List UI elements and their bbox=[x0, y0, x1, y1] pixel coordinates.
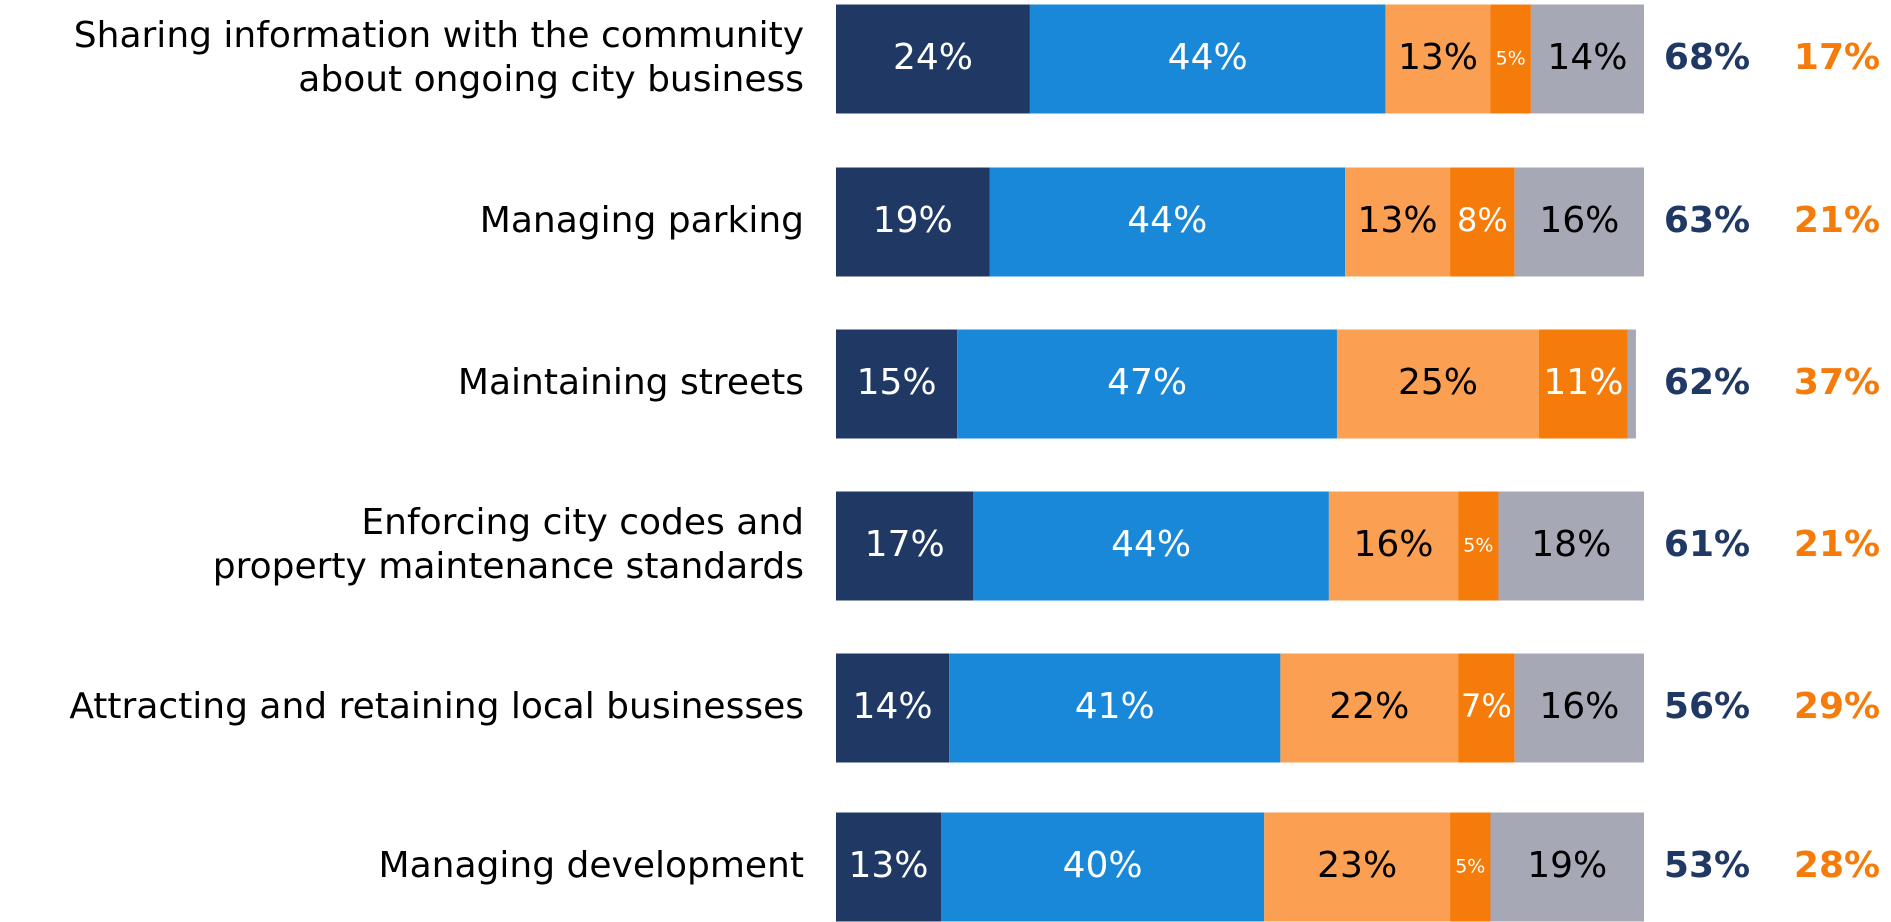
category-label: property maintenance standards bbox=[213, 546, 804, 587]
data-label: 25% bbox=[1398, 362, 1478, 403]
bar-segment bbox=[1458, 491, 1499, 601]
bar-segment bbox=[1385, 4, 1491, 114]
bar-segment bbox=[836, 167, 990, 277]
bar-segment bbox=[836, 329, 958, 439]
data-label: 23% bbox=[1317, 845, 1397, 886]
bar-segment bbox=[973, 491, 1329, 601]
data-label: 13% bbox=[1398, 37, 1478, 78]
bar-segment bbox=[1458, 653, 1515, 763]
data-label: 44% bbox=[1127, 200, 1207, 241]
bar-segment bbox=[1345, 167, 1451, 277]
category-label: about ongoing city business bbox=[298, 59, 804, 100]
bar-segment bbox=[1450, 167, 1515, 277]
total-label: 56% bbox=[1664, 686, 1750, 727]
category-label: Sharing information with the community bbox=[74, 15, 804, 56]
bar-segment bbox=[1538, 329, 1628, 439]
bar-segment bbox=[941, 812, 1265, 922]
total-label: 37% bbox=[1794, 362, 1880, 403]
data-label: 47% bbox=[1107, 362, 1187, 403]
bar-segment bbox=[1490, 812, 1644, 922]
category-label: Maintaining streets bbox=[458, 362, 804, 403]
total-label: 28% bbox=[1794, 845, 1880, 886]
bar-segment bbox=[1029, 4, 1386, 114]
bar-segment bbox=[989, 167, 1346, 277]
bar-segment bbox=[836, 491, 974, 601]
data-label: 19% bbox=[873, 200, 953, 241]
category-label: Managing parking bbox=[480, 200, 804, 241]
data-label: 16% bbox=[1539, 200, 1619, 241]
total-label: 53% bbox=[1664, 845, 1750, 886]
total-label: 21% bbox=[1794, 200, 1880, 241]
bar-segment bbox=[957, 329, 1337, 439]
category-label: Enforcing city codes and bbox=[361, 502, 804, 543]
bar-segment bbox=[1264, 812, 1451, 922]
bar-segment bbox=[836, 4, 1030, 114]
bar-segment bbox=[836, 653, 950, 763]
data-label: 15% bbox=[857, 362, 937, 403]
data-label: 19% bbox=[1527, 845, 1607, 886]
total-label: 61% bbox=[1664, 524, 1750, 565]
bar-segment bbox=[1514, 167, 1644, 277]
data-label: 16% bbox=[1354, 524, 1434, 565]
category-label: Attracting and retaining local businesse… bbox=[69, 686, 804, 727]
data-label: 5% bbox=[1496, 48, 1526, 70]
total-label: 17% bbox=[1794, 37, 1880, 78]
bar-segment bbox=[1328, 491, 1459, 601]
bar-segment bbox=[1450, 812, 1491, 922]
data-label: 7% bbox=[1461, 687, 1512, 725]
data-label: 13% bbox=[1358, 200, 1438, 241]
data-label: 5% bbox=[1455, 856, 1485, 878]
data-label: 11% bbox=[1543, 362, 1623, 403]
bar-segment bbox=[1498, 491, 1644, 601]
total-label: 62% bbox=[1664, 362, 1750, 403]
data-label: 14% bbox=[853, 686, 933, 727]
bar-segment bbox=[1336, 329, 1539, 439]
data-label: 5% bbox=[1463, 535, 1493, 557]
data-label: 44% bbox=[1168, 37, 1248, 78]
total-label: 21% bbox=[1794, 524, 1880, 565]
data-label: 41% bbox=[1075, 686, 1155, 727]
data-label: 17% bbox=[865, 524, 945, 565]
total-label: 29% bbox=[1794, 686, 1880, 727]
bar-segment bbox=[1530, 4, 1644, 114]
total-label: 68% bbox=[1664, 37, 1750, 78]
data-label: 8% bbox=[1457, 201, 1508, 239]
data-label: 40% bbox=[1063, 845, 1143, 886]
bar-segment bbox=[1280, 653, 1459, 763]
data-label: 14% bbox=[1547, 37, 1627, 78]
data-label: 16% bbox=[1539, 686, 1619, 727]
data-label: 22% bbox=[1329, 686, 1409, 727]
category-label: Managing development bbox=[379, 845, 804, 886]
bar-segment bbox=[1490, 4, 1531, 114]
data-label: 24% bbox=[893, 37, 973, 78]
bar-segment bbox=[836, 812, 942, 922]
total-label: 63% bbox=[1664, 200, 1750, 241]
bar-segment bbox=[1627, 329, 1636, 439]
bar-segment bbox=[1514, 653, 1644, 763]
data-label: 13% bbox=[849, 845, 929, 886]
data-label: 44% bbox=[1111, 524, 1191, 565]
data-label: 18% bbox=[1531, 524, 1611, 565]
bar-segment bbox=[949, 653, 1281, 763]
